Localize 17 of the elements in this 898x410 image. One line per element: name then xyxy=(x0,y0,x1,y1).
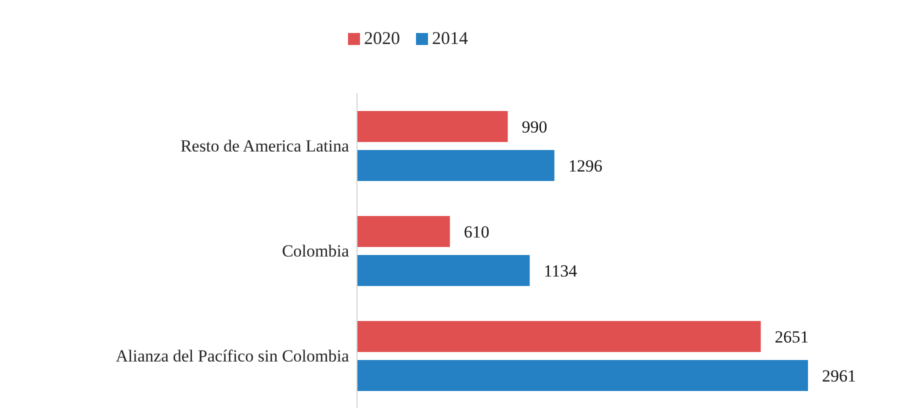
data-label: 2961 xyxy=(822,366,856,386)
data-label: 2651 xyxy=(774,328,809,347)
legend-label: 2014 xyxy=(432,28,468,49)
data-label: 610 xyxy=(464,222,490,242)
bar xyxy=(357,111,508,142)
bar xyxy=(357,150,554,181)
data-label: 1134 xyxy=(544,262,578,281)
bar xyxy=(357,255,530,286)
bar xyxy=(357,360,808,391)
data-label: 1296 xyxy=(568,156,602,176)
bar xyxy=(357,321,761,352)
y-tick-label: Resto de America Latina xyxy=(180,136,350,156)
data-label: 990 xyxy=(522,118,548,137)
y-tick-label: Colombia xyxy=(282,242,350,261)
bar xyxy=(357,216,450,247)
legend-label: 2020 xyxy=(364,28,400,49)
y-tick-label: Alianza del Pacífico sin Colombia xyxy=(116,346,350,366)
